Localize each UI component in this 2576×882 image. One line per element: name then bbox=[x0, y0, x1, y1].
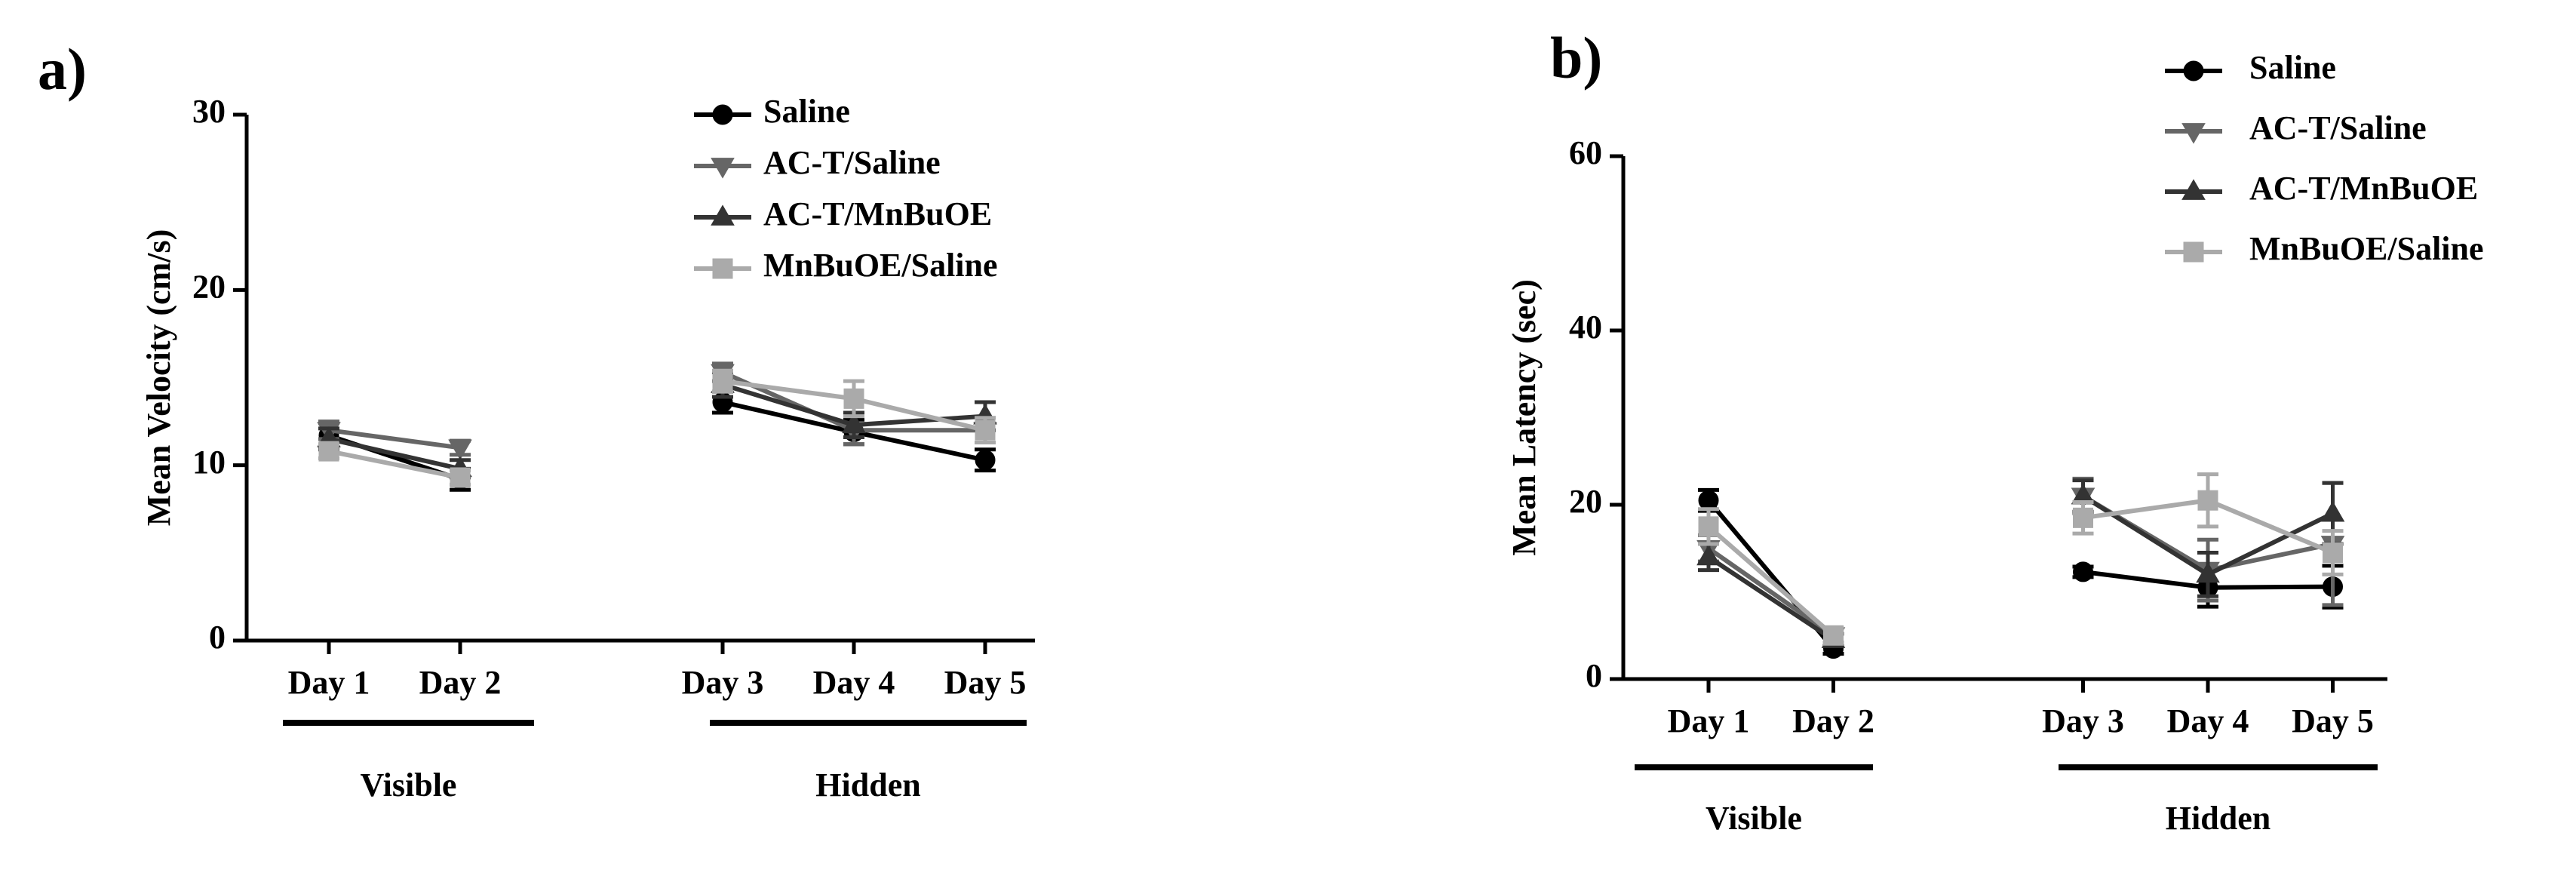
y-tick-label: 10 bbox=[192, 444, 226, 481]
marker bbox=[975, 419, 996, 441]
y-tick-label: 20 bbox=[1569, 483, 1602, 520]
x-tick-label: Day 1 bbox=[288, 664, 370, 701]
x-tick-label: Day 2 bbox=[1792, 702, 1874, 739]
series-line bbox=[1707, 493, 2334, 638]
marker bbox=[2197, 490, 2218, 511]
y-tick-label: 0 bbox=[1586, 657, 1602, 694]
y-tick-label: 40 bbox=[1569, 309, 1602, 346]
y-tick-label: 60 bbox=[1569, 134, 1602, 171]
legend-label: Saline bbox=[763, 93, 850, 130]
legend-marker bbox=[712, 258, 733, 279]
y-tick-label: 30 bbox=[192, 93, 226, 130]
marker bbox=[1698, 516, 1719, 537]
x-tick-label: Day 1 bbox=[1668, 702, 1750, 739]
marker bbox=[1696, 544, 1721, 566]
marker bbox=[2196, 561, 2220, 583]
legend-label: AC-T/Saline bbox=[2249, 109, 2427, 146]
legend-label: MnBuOE/Saline bbox=[2249, 230, 2484, 267]
marker bbox=[2073, 561, 2093, 582]
legend-label: Saline bbox=[2249, 49, 2336, 86]
x-tick-label: Day 4 bbox=[813, 664, 895, 701]
series-line bbox=[1706, 499, 2333, 650]
legend-marker bbox=[2183, 241, 2204, 263]
y-axis-label: Mean Velocity (cm/s) bbox=[140, 229, 177, 526]
legend-marker bbox=[711, 158, 735, 179]
y-axis-label: Mean Latency (sec) bbox=[1506, 279, 1543, 556]
marker bbox=[1823, 625, 1844, 646]
group-label: Hidden bbox=[2166, 800, 2271, 837]
legend-label: AC-T/MnBuOE bbox=[2249, 170, 2478, 207]
series-line bbox=[328, 382, 986, 472]
legend-label: AC-T/MnBuOE bbox=[763, 195, 992, 232]
y-tick-label: 20 bbox=[192, 268, 226, 305]
group-label: Visible bbox=[1706, 800, 1802, 837]
group-label: Visible bbox=[361, 767, 457, 804]
group-label: Hidden bbox=[815, 767, 920, 804]
x-tick-label: Day 3 bbox=[2042, 702, 2124, 739]
series-line bbox=[328, 370, 985, 450]
series-line bbox=[328, 400, 986, 482]
legend-marker bbox=[2183, 60, 2204, 81]
marker bbox=[712, 370, 733, 392]
legend-marker bbox=[711, 204, 735, 226]
panel-label: b) bbox=[1550, 25, 1602, 91]
marker bbox=[975, 450, 996, 471]
panel-label: a) bbox=[38, 36, 87, 102]
legend-marker bbox=[2181, 179, 2206, 200]
legend-label: AC-T/Saline bbox=[763, 144, 941, 181]
marker bbox=[2073, 507, 2093, 528]
marker bbox=[450, 467, 471, 488]
marker bbox=[2323, 542, 2343, 564]
x-tick-label: Day 3 bbox=[682, 664, 764, 701]
y-tick-label: 0 bbox=[209, 619, 226, 656]
marker bbox=[843, 388, 864, 409]
legend-marker bbox=[2181, 123, 2206, 144]
x-tick-label: Day 5 bbox=[944, 664, 1027, 701]
marker bbox=[2320, 500, 2345, 522]
x-tick-label: Day 4 bbox=[2167, 702, 2249, 739]
legend-marker bbox=[712, 104, 733, 125]
x-tick-label: Day 2 bbox=[419, 664, 502, 701]
marker bbox=[448, 439, 472, 461]
marker bbox=[842, 412, 866, 434]
marker bbox=[318, 441, 339, 462]
legend-label: MnBuOE/Saline bbox=[763, 247, 998, 284]
x-tick-label: Day 5 bbox=[2292, 702, 2374, 739]
series-line bbox=[1707, 493, 2334, 642]
